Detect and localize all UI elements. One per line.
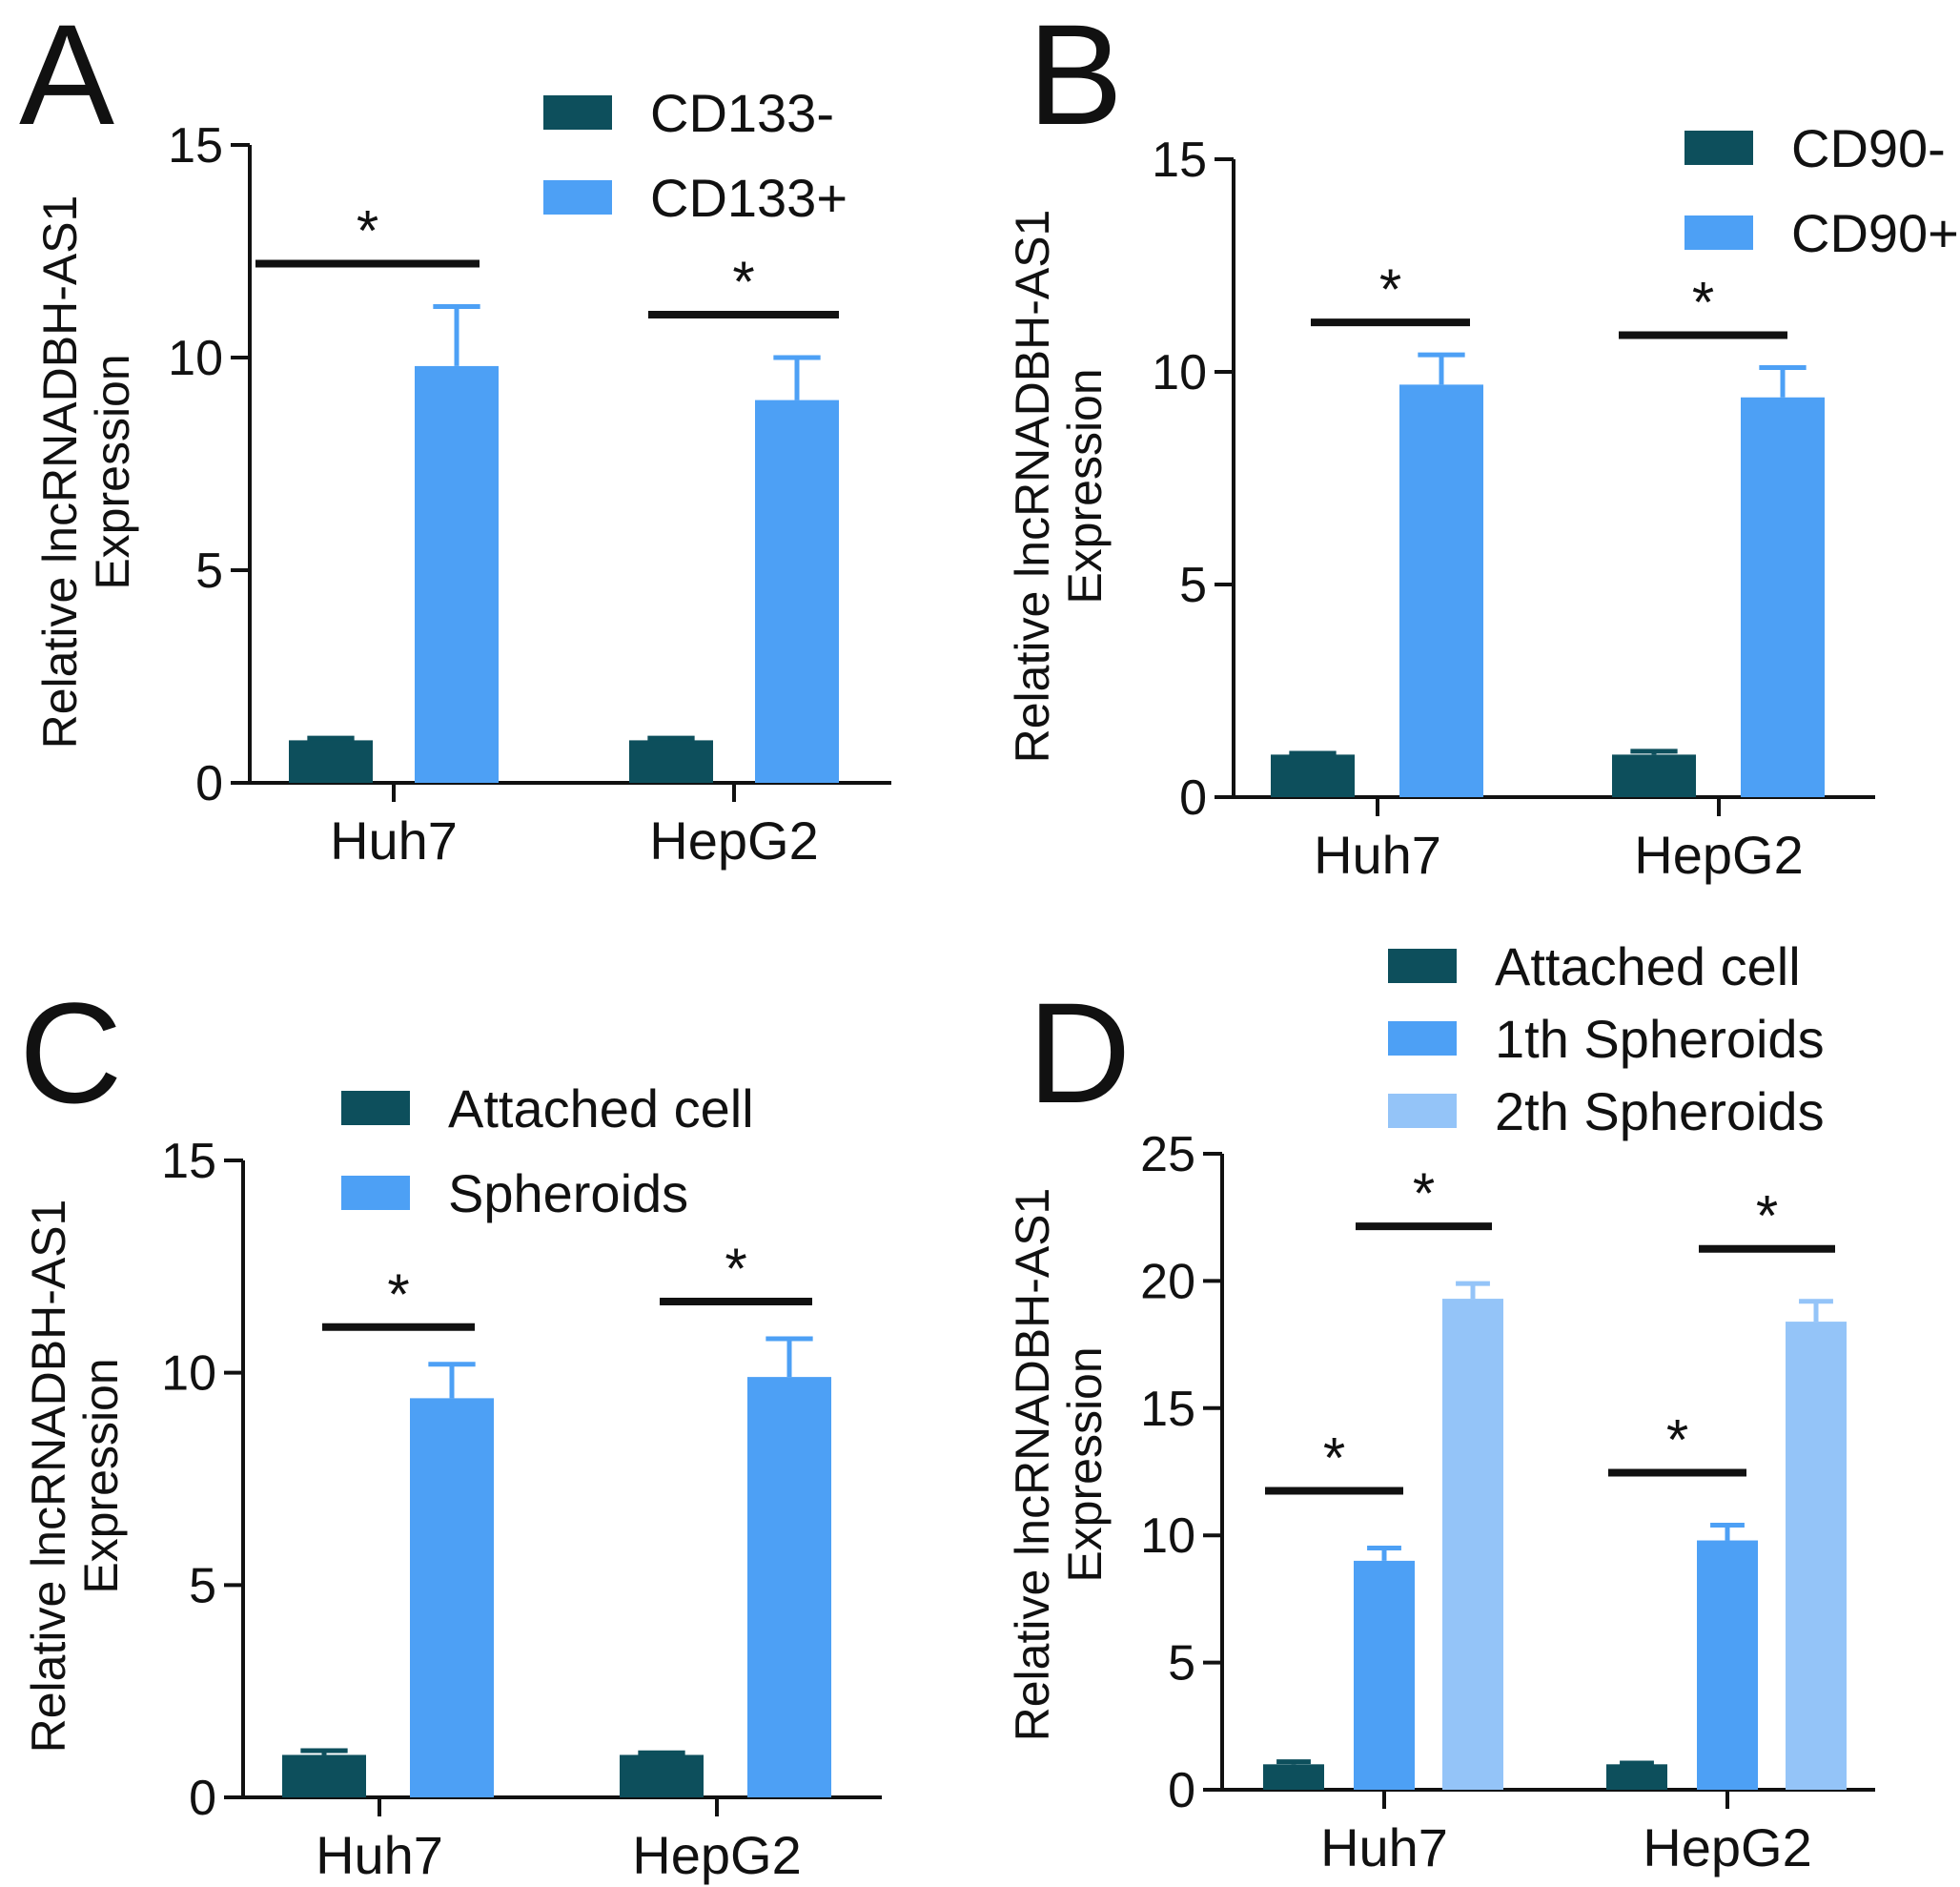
legend-swatch (1684, 131, 1753, 165)
legend-label: Attached cell (448, 1078, 754, 1138)
bar-d-s0-c0 (1263, 1764, 1324, 1790)
x-tick-label: Huh7 (316, 1825, 443, 1885)
significance-star: * (1323, 1426, 1345, 1490)
bar-d-s0-c1 (1606, 1764, 1667, 1790)
chart-panel-d: D 0 5 10 15 20 25 Huh7 HepG2 Relative lncRNADBH-A… (1006, 936, 1875, 1877)
x-tick-label: Huh7 (1314, 825, 1441, 885)
y-tick-label: 25 (1140, 1127, 1195, 1182)
bar-d-s2-c0 (1442, 1299, 1503, 1790)
y-tick-label: 5 (1179, 558, 1207, 613)
y-axis-label: Relative lncRNADBH-AS1 (1006, 1188, 1059, 1742)
bar-a-s1-c0 (415, 365, 499, 783)
chart-panel-b: B 0 5 10 15 Huh7 HepG2 Relative lncRNADBH-AS1 Ex… (1006, 0, 1959, 885)
legend-swatch (1388, 1021, 1457, 1056)
legend-label: 2th Spheroids (1495, 1081, 1825, 1141)
legend-label: CD90+ (1791, 203, 1959, 263)
significance-star: * (1379, 257, 1401, 321)
bar-a-s0-c0 (289, 740, 373, 783)
bar-d-s2-c1 (1786, 1322, 1847, 1790)
y-axis-label: Relative lncRNADBH-AS1 (1006, 210, 1059, 764)
significance-star: * (357, 198, 378, 262)
legend-label: Attached cell (1495, 936, 1801, 996)
x-tick-label: HepG2 (632, 1825, 801, 1885)
y-tick-label: 15 (161, 1134, 216, 1189)
y-axis-label: Expression (86, 354, 139, 589)
legend-label: CD133+ (650, 168, 847, 228)
y-axis-label: Expression (1058, 368, 1112, 604)
y-tick-label: 0 (195, 756, 223, 811)
significance-star: * (1756, 1184, 1778, 1248)
legend: Attached cell 1th Spheroids 2th Spheroids (1388, 936, 1825, 1141)
panel-letter: B (1028, 0, 1123, 154)
y-tick-label: 20 (1140, 1254, 1195, 1309)
legend: CD133- CD133+ (543, 83, 847, 228)
significance-star: * (1413, 1161, 1435, 1225)
legend-swatch (543, 180, 612, 215)
bar-c-s1-c0 (410, 1398, 494, 1797)
y-axis-label: Expression (1058, 1346, 1112, 1582)
legend-label: 1th Spheroids (1495, 1009, 1825, 1069)
significance-star: * (725, 1237, 746, 1301)
bar-b-s1-c0 (1399, 384, 1483, 797)
y-tick-label: 10 (168, 331, 223, 386)
y-tick-label: 5 (195, 544, 223, 599)
x-tick-label: HepG2 (1643, 1817, 1811, 1877)
y-tick-label: 10 (161, 1346, 216, 1402)
legend-label: Spheroids (448, 1163, 688, 1223)
bar-b-s0-c0 (1271, 754, 1355, 797)
legend: Attached cell Spheroids (341, 1078, 754, 1223)
bar-b-s0-c1 (1612, 754, 1696, 797)
bar-d-s1-c0 (1354, 1560, 1415, 1790)
legend-swatch (341, 1091, 410, 1125)
legend-label: CD133- (650, 83, 834, 143)
bar-d-s1-c1 (1697, 1540, 1758, 1790)
x-tick-label: HepG2 (1634, 825, 1803, 885)
y-tick-label: 0 (189, 1771, 216, 1826)
y-tick-label: 15 (1152, 133, 1207, 188)
bar-b-s1-c1 (1741, 397, 1825, 797)
panel-letter: C (19, 973, 122, 1133)
chart-panel-c: C 0 5 10 15 Huh7 HepG2 Relative lncRNADBH-AS1 Ex… (19, 973, 882, 1885)
legend-swatch (1388, 949, 1457, 983)
bar-a-s1-c1 (755, 400, 839, 783)
significance-star: * (387, 1262, 409, 1326)
bar-a-s0-c1 (629, 740, 713, 783)
x-tick-label: Huh7 (1320, 1817, 1448, 1877)
y-axis-label: Relative lncRNADBH-AS1 (22, 1200, 75, 1754)
panel-letter: A (19, 0, 114, 154)
y-tick-label: 0 (1168, 1763, 1195, 1818)
y-axis-label: Expression (74, 1358, 128, 1593)
chart-panel-a: A 0 5 10 15 Huh7 HepG2 Relative lncRNADBH-AS1 Ex… (19, 0, 891, 871)
y-tick-label: 10 (1140, 1508, 1195, 1564)
legend-swatch (1684, 215, 1753, 250)
panel-letter: D (1028, 973, 1131, 1133)
legend-swatch (341, 1176, 410, 1210)
y-tick-label: 10 (1152, 345, 1207, 400)
legend-swatch (1388, 1094, 1457, 1128)
y-tick-label: 5 (189, 1558, 216, 1613)
bar-c-s0-c1 (620, 1754, 704, 1797)
significance-star: * (732, 250, 754, 314)
bar-c-s1-c1 (747, 1377, 831, 1797)
y-tick-label: 5 (1168, 1636, 1195, 1692)
y-axis-label: Relative lncRNADBH-AS1 (33, 195, 87, 749)
significance-star: * (1666, 1408, 1688, 1472)
significance-star: * (1692, 271, 1714, 335)
x-tick-label: HepG2 (649, 810, 818, 871)
y-tick-label: 15 (1140, 1382, 1195, 1437)
legend-label: CD90- (1791, 118, 1946, 178)
y-tick-label: 0 (1179, 770, 1207, 826)
y-tick-label: 15 (168, 118, 223, 174)
x-tick-label: Huh7 (330, 810, 458, 871)
bar-c-s0-c0 (282, 1754, 366, 1797)
legend-swatch (543, 95, 612, 130)
legend: CD90- CD90+ (1684, 118, 1959, 263)
